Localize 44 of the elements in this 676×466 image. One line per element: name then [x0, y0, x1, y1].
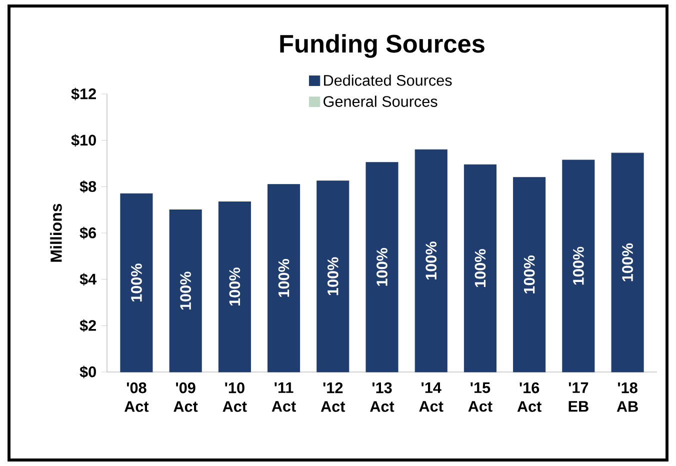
annotation: 100% [278, 258, 290, 297]
x-tick-label: '08 Act [124, 382, 149, 412]
x-tick-label: '09 Act [174, 382, 198, 412]
annotation: 100% [327, 257, 338, 296]
bar [366, 162, 398, 372]
annotation: 100% [524, 256, 535, 294]
annotation: 100% [229, 268, 240, 306]
x-tick-label: '11 Act [272, 382, 296, 412]
annotation: 100% [180, 272, 191, 310]
legend-label: Dedicated Sources [324, 74, 452, 86]
annotation: 100% [426, 242, 437, 280]
bar [464, 164, 496, 372]
y-tick-label: $12 [71, 88, 96, 100]
legend-label: General Sources [324, 96, 438, 107]
y-tick-label: $10 [71, 134, 96, 147]
x-tick-label: '12 Act [320, 382, 346, 412]
x-tick-label: '15 Act [468, 382, 492, 412]
bar [562, 160, 595, 372]
annotation: 100% [622, 243, 633, 282]
bar [414, 149, 448, 372]
annotation: 100% [474, 249, 486, 287]
x-tick-label: '18 AB [616, 382, 638, 412]
x-tick-label: '13 Act [370, 382, 394, 412]
bar [611, 152, 644, 372]
bar [218, 201, 251, 372]
bar [268, 184, 300, 372]
annotation: 100% [573, 246, 584, 285]
y-tick-label: $8 [80, 180, 96, 193]
chart-title: Funding Sources [280, 34, 484, 58]
x-tick-label: '14 Act [419, 382, 444, 412]
x-tick-label: '16 Act [517, 382, 542, 412]
y-tick-label: $4 [80, 273, 97, 286]
bar [513, 177, 546, 372]
annotation: 100% [131, 264, 142, 302]
x-tick-label: '17 EB [568, 382, 588, 412]
x-tick-label: '10 Act [222, 382, 247, 412]
bar [120, 193, 153, 372]
y-axis-title: Millions [50, 204, 62, 262]
y-tick-label: $0 [80, 366, 96, 378]
bar [169, 210, 202, 372]
annotation: 100% [376, 248, 388, 286]
y-tick-label: $2 [80, 319, 96, 332]
bar [316, 180, 350, 372]
y-tick-label: $6 [80, 226, 96, 240]
